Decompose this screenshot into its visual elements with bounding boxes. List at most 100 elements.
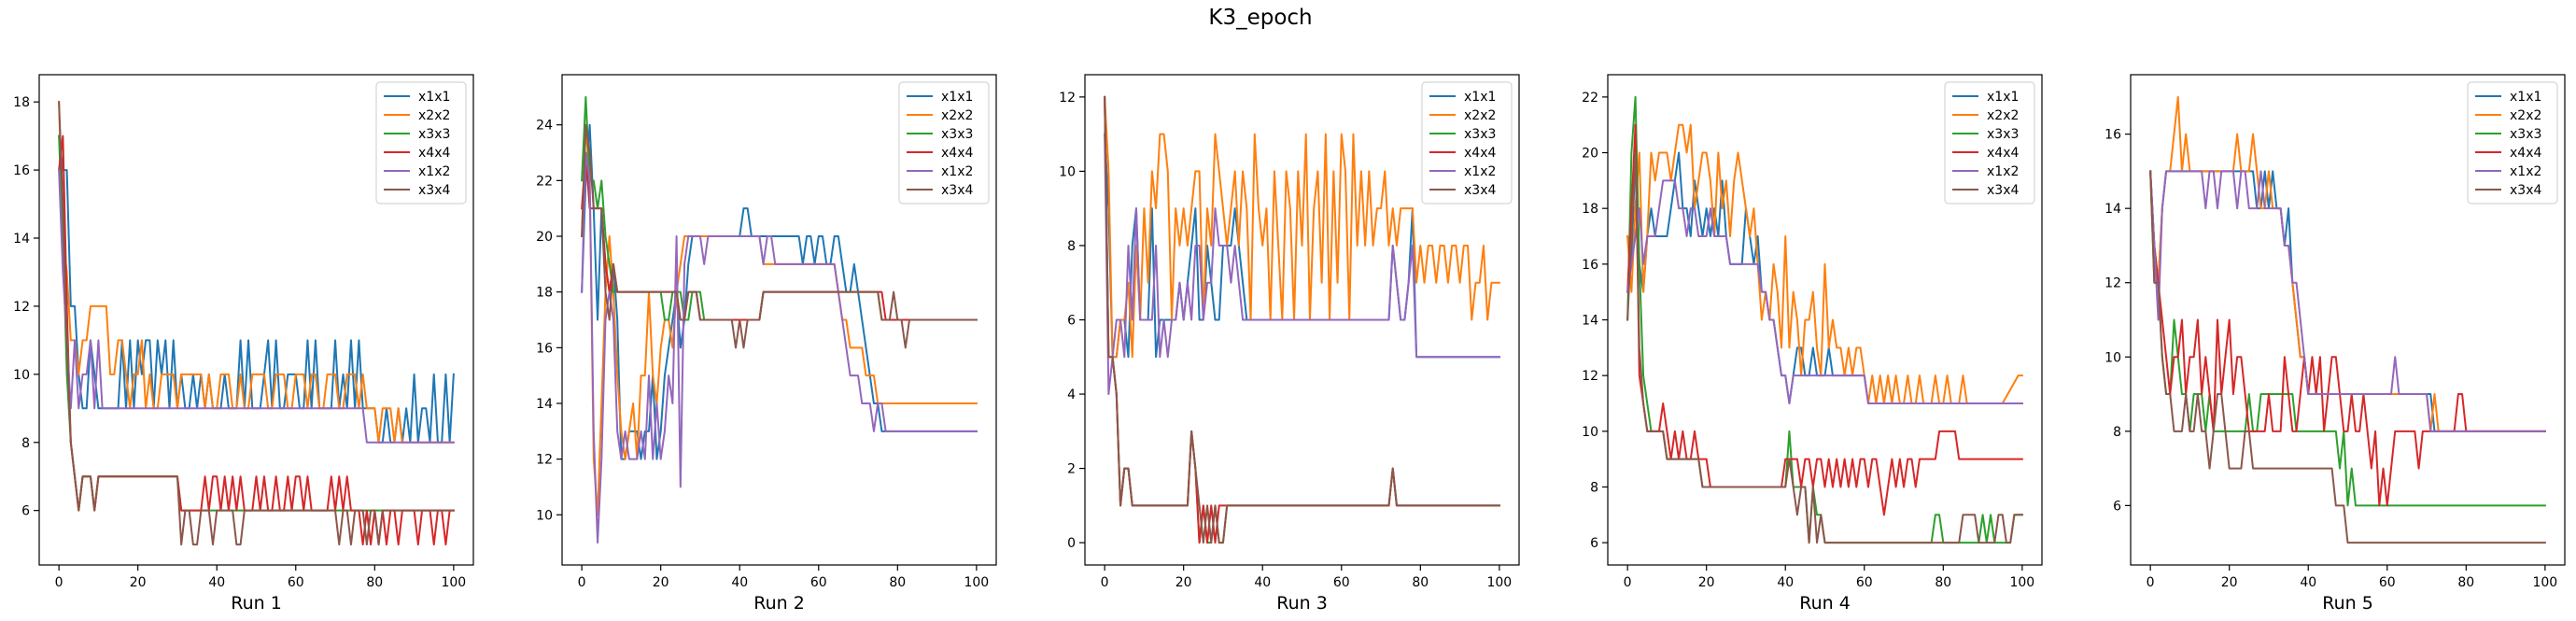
legend: x1x1 x2x2 x3x3 x4x4 x1x2 x3x4 bbox=[2467, 81, 2558, 205]
legend-label-x1x2: x1x2 bbox=[2510, 164, 2541, 179]
legend-label-x3x4: x3x4 bbox=[1987, 183, 2019, 198]
series-line-x1x2 bbox=[1104, 133, 1500, 396]
series-line-x2x2 bbox=[58, 101, 455, 444]
y-tick-label: 8 bbox=[1067, 239, 1076, 254]
legend-label-x2x2: x2x2 bbox=[1464, 108, 1496, 123]
y-tick-label: 8 bbox=[2113, 425, 2121, 440]
y-tick-label: 8 bbox=[21, 436, 30, 451]
series-line-x2x2 bbox=[1626, 123, 2023, 404]
x-tick-label: 40 bbox=[208, 575, 225, 590]
legend: x1x1 x2x2 x3x3 x4x4 x1x2 x3x4 bbox=[1421, 81, 1513, 205]
legend-box bbox=[1944, 81, 2035, 205]
subplot-1: 0 20 40 60 80 100 6 8 10 12 14 16 18 Run 1 x1x1 x2x2 x3x… bbox=[13, 74, 474, 614]
x-axis-label: Run 1 bbox=[231, 593, 282, 614]
x-tick-label: 0 bbox=[1101, 575, 1109, 590]
y-tick-label: 6 bbox=[1590, 536, 1598, 551]
legend-label-x1x1: x1x1 bbox=[1987, 90, 2019, 105]
series-line-x3x4 bbox=[581, 123, 978, 349]
y-tick-label: 14 bbox=[1582, 314, 1598, 329]
x-tick-label: 40 bbox=[2300, 575, 2316, 590]
legend-label-x1x1: x1x1 bbox=[418, 90, 450, 105]
y-tick-label: 6 bbox=[21, 504, 30, 519]
y-tick-label: 12 bbox=[1582, 369, 1598, 384]
y-tick-label: 6 bbox=[2113, 499, 2121, 514]
y-tick-label: 16 bbox=[2104, 128, 2121, 143]
y-tick-label: 2 bbox=[1067, 462, 1076, 477]
x-tick-label: 80 bbox=[1935, 575, 1951, 590]
legend-label-x3x3: x3x3 bbox=[2510, 127, 2541, 142]
legend-label-x3x4: x3x4 bbox=[941, 183, 973, 198]
y-tick-label: 14 bbox=[13, 232, 30, 247]
series-line-x1x2 bbox=[581, 151, 978, 544]
y-tick-label: 16 bbox=[536, 341, 553, 356]
x-tick-label: 80 bbox=[1412, 575, 1429, 590]
x-tick-label: 0 bbox=[1624, 575, 1632, 590]
legend: x1x1 x2x2 x3x3 x4x4 x1x2 x3x4 bbox=[898, 81, 990, 205]
x-tick-label: 40 bbox=[1777, 575, 1794, 590]
x-axis-label: Run 2 bbox=[753, 593, 805, 614]
x-axis-label: Run 4 bbox=[1799, 593, 1851, 614]
y-tick-label: 12 bbox=[1059, 91, 1076, 106]
legend-label-x4x4: x4x4 bbox=[418, 146, 450, 161]
y-tick-label: 18 bbox=[536, 286, 553, 301]
x-tick-label: 80 bbox=[2457, 575, 2474, 590]
legend-label-x1x2: x1x2 bbox=[941, 164, 973, 179]
x-tick-label: 60 bbox=[1333, 575, 1350, 590]
y-tick-label: 18 bbox=[13, 95, 30, 110]
series-line-x3x4 bbox=[1104, 95, 1500, 544]
x-tick-label: 100 bbox=[964, 575, 989, 590]
x-tick-label: 60 bbox=[288, 575, 304, 590]
y-tick-label: 10 bbox=[13, 368, 30, 383]
y-tick-label: 10 bbox=[1582, 425, 1598, 440]
x-tick-label: 0 bbox=[578, 575, 586, 590]
y-tick-label: 12 bbox=[13, 300, 30, 315]
x-tick-label: 100 bbox=[2009, 575, 2034, 590]
axes-frame bbox=[561, 74, 997, 566]
legend-box bbox=[375, 81, 467, 205]
legend-label-x3x4: x3x4 bbox=[1464, 183, 1496, 198]
y-tick-label: 14 bbox=[2104, 202, 2121, 217]
x-tick-label: 100 bbox=[2532, 575, 2557, 590]
legend-box bbox=[2467, 81, 2558, 205]
legend-label-x3x3: x3x3 bbox=[1464, 127, 1496, 142]
x-tick-label: 100 bbox=[441, 575, 466, 590]
subplot-3: 0 20 40 60 80 100 0 2 4 6 8 10 12 Run 3 x1x1 x2x2 x3x3 x4… bbox=[1059, 74, 1520, 614]
series-line-x2x2 bbox=[1104, 95, 1500, 359]
x-tick-label: 60 bbox=[810, 575, 827, 590]
series-line-x3x4 bbox=[58, 101, 455, 546]
legend-label-x2x2: x2x2 bbox=[2510, 108, 2541, 123]
subplot-2: 0 20 40 60 80 100 10 12 14 16 18 20 22 24 Run 2 x1x1 x2x… bbox=[536, 74, 997, 614]
legend-label-x4x4: x4x4 bbox=[941, 146, 973, 161]
x-tick-label: 60 bbox=[2379, 575, 2396, 590]
x-tick-label: 20 bbox=[2221, 575, 2238, 590]
legend-label-x3x4: x3x4 bbox=[418, 183, 450, 198]
series-line-x4x4 bbox=[2149, 170, 2546, 507]
y-tick-label: 16 bbox=[13, 163, 30, 178]
legend-label-x3x3: x3x3 bbox=[1987, 127, 2019, 142]
series-line-x3x4 bbox=[2149, 170, 2546, 544]
x-tick-label: 20 bbox=[653, 575, 669, 590]
series-line-x1x2 bbox=[58, 169, 455, 444]
x-tick-label: 80 bbox=[889, 575, 906, 590]
legend-label-x1x2: x1x2 bbox=[1464, 164, 1496, 179]
x-axis-label: Run 3 bbox=[1276, 593, 1328, 614]
legend-label-x1x2: x1x2 bbox=[1987, 164, 2019, 179]
y-tick-label: 22 bbox=[536, 174, 553, 189]
x-tick-label: 40 bbox=[1254, 575, 1271, 590]
y-tick-label: 6 bbox=[1067, 314, 1076, 329]
y-tick-label: 10 bbox=[2104, 350, 2121, 365]
y-tick-label: 10 bbox=[1059, 164, 1076, 179]
legend-box bbox=[898, 81, 990, 205]
series-line-x1x2 bbox=[1626, 179, 2023, 404]
series-line-x3x4 bbox=[1626, 151, 2023, 544]
legend-label-x1x2: x1x2 bbox=[418, 164, 450, 179]
y-tick-label: 12 bbox=[2104, 276, 2121, 291]
legend-label-x1x1: x1x1 bbox=[941, 90, 973, 105]
y-tick-label: 14 bbox=[536, 397, 553, 412]
legend-label-x4x4: x4x4 bbox=[1987, 146, 2019, 161]
x-tick-label: 40 bbox=[731, 575, 748, 590]
y-tick-label: 12 bbox=[536, 453, 553, 468]
y-tick-label: 24 bbox=[536, 119, 553, 134]
